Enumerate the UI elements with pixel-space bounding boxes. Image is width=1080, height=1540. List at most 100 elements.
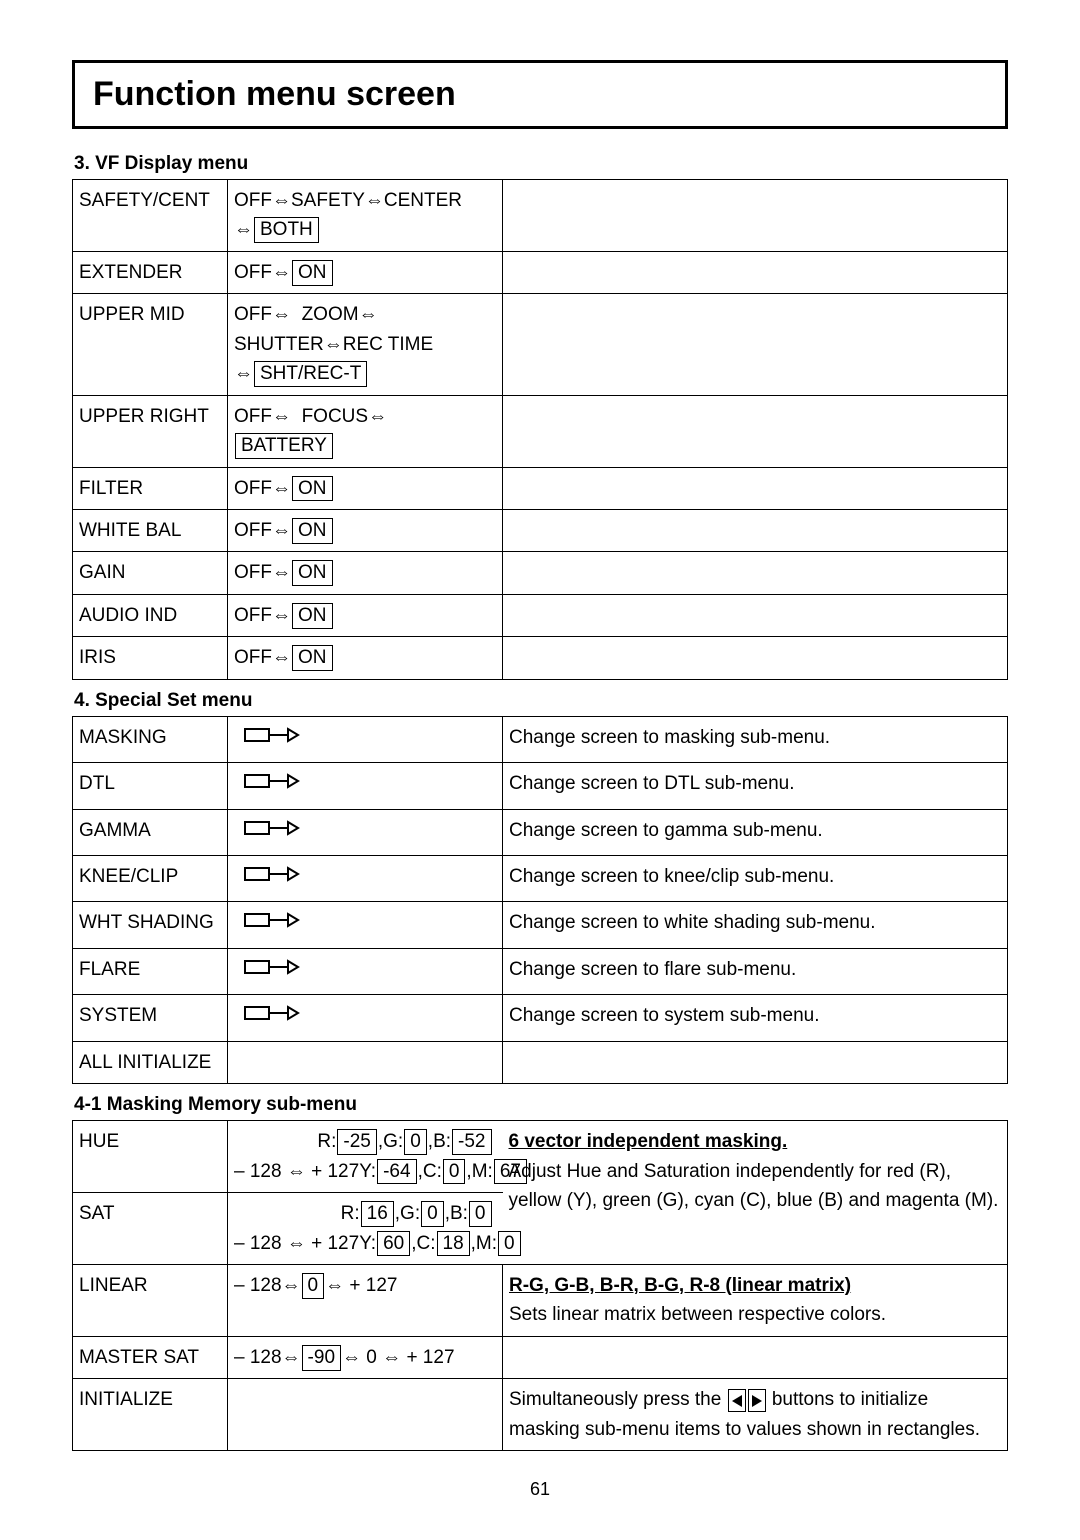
option-default: BATTERY <box>235 433 333 459</box>
row-options: OFF⇔ON <box>228 637 503 679</box>
section-heading-special: 4. Special Set menu <box>74 690 1008 712</box>
row-label: WHT SHADING <box>73 902 228 948</box>
row-label: HUE <box>73 1121 228 1193</box>
row-label: AUDIO IND <box>73 594 228 636</box>
table-row: UPPER MID OFF⇔ ZOOM⇔ SHUTTER⇔REC TIME ⇔S… <box>73 294 1008 395</box>
section-heading-masking: 4-1 Masking Memory sub-menu <box>74 1094 1008 1116</box>
option-default: ON <box>292 603 333 629</box>
submenu-arrow <box>228 995 503 1041</box>
option-default: ON <box>292 560 333 586</box>
row-options: OFF⇔SAFETY⇔CENTER ⇔BOTH <box>228 180 503 252</box>
row-options: OFF⇔ FOCUS⇔ BATTERY <box>228 395 503 467</box>
row-label: SAFETY/CENT <box>73 180 228 252</box>
option-default: BOTH <box>254 217 319 243</box>
option-default: ON <box>292 476 333 502</box>
option-default: SHT/REC-T <box>254 361 367 387</box>
table-row: AUDIO IND OFF⇔ON <box>73 594 1008 636</box>
row-options: OFF⇔ON <box>228 509 503 551</box>
submenu-arrow <box>228 809 503 855</box>
table-row: INITIALIZE Simultaneously press the butt… <box>73 1379 1008 1451</box>
table-row: SYSTEM Change screen to system sub-menu. <box>73 995 1008 1041</box>
row-label: SAT <box>73 1193 228 1265</box>
table-row: FILTER OFF⇔ON <box>73 467 1008 509</box>
table-row: UPPER RIGHT OFF⇔ FOCUS⇔ BATTERY <box>73 395 1008 467</box>
row-options: OFF⇔ON <box>228 251 503 293</box>
table-row: MASTER SAT – 128⇔-90⇔ 0 ⇔ + 127 <box>73 1336 1008 1378</box>
submenu-arrow <box>228 902 503 948</box>
row-values: R:-25,G:0,B:-52 – 128 ⇔ + 127 Y:-64,C:0,… <box>228 1121 503 1193</box>
table-row: MASKING Change screen to masking sub-men… <box>73 716 1008 762</box>
row-values: – 128⇔-90⇔ 0 ⇔ + 127 <box>228 1336 503 1378</box>
table-row: SAFETY/CENT OFF⇔SAFETY⇔CENTER ⇔BOTH <box>73 180 1008 252</box>
table-row: GAMMA Change screen to gamma sub-menu. <box>73 809 1008 855</box>
option-default: ON <box>292 518 333 544</box>
row-label: EXTENDER <box>73 251 228 293</box>
row-label: SYSTEM <box>73 995 228 1041</box>
row-label: MASKING <box>73 716 228 762</box>
row-label: IRIS <box>73 637 228 679</box>
row-label: LINEAR <box>73 1264 228 1336</box>
row-values: – 128⇔0⇔ + 127 <box>228 1264 503 1336</box>
option-default: ON <box>292 260 333 286</box>
row-label: FILTER <box>73 467 228 509</box>
row-options: OFF⇔ ZOOM⇔ SHUTTER⇔REC TIME ⇔SHT/REC-T <box>228 294 503 395</box>
special-set-table: MASKING Change screen to masking sub-men… <box>72 716 1008 1085</box>
title-box: Function menu screen <box>72 60 1008 129</box>
row-desc: 6 vector independent masking. Adjust Hue… <box>503 1121 1008 1265</box>
row-desc: Simultaneously press the buttons to init… <box>503 1379 1008 1451</box>
row-label: FLARE <box>73 948 228 994</box>
row-desc: Change screen to DTL sub-menu. <box>503 763 1008 809</box>
submenu-arrow-icon <box>244 957 300 977</box>
left-arrow-icon <box>728 1389 746 1412</box>
row-desc: Change screen to masking sub-menu. <box>503 716 1008 762</box>
row-values: R:16,G:0,B:0 – 128 ⇔ + 127 Y:60,C:18,M:0 <box>228 1193 503 1265</box>
row-label: GAIN <box>73 552 228 594</box>
row-label: MASTER SAT <box>73 1336 228 1378</box>
row-desc: Change screen to gamma sub-menu. <box>503 809 1008 855</box>
submenu-arrow <box>228 763 503 809</box>
submenu-arrow-icon <box>244 910 300 930</box>
right-arrow-icon <box>748 1389 766 1412</box>
table-row: WHT SHADING Change screen to white shadi… <box>73 902 1008 948</box>
row-options: OFF⇔ON <box>228 594 503 636</box>
row-desc: R-G, G-B, B-R, B-G, R-8 (linear matrix) … <box>503 1264 1008 1336</box>
submenu-arrow <box>228 856 503 902</box>
table-row: FLARE Change screen to flare sub-menu. <box>73 948 1008 994</box>
section-heading-vf: 3. VF Display menu <box>74 153 1008 175</box>
submenu-arrow <box>228 948 503 994</box>
table-row: DTL Change screen to DTL sub-menu. <box>73 763 1008 809</box>
row-desc: Change screen to flare sub-menu. <box>503 948 1008 994</box>
submenu-arrow-icon <box>244 1003 300 1023</box>
masking-memory-table: HUE R:-25,G:0,B:-52 – 128 ⇔ + 127 Y:-64,… <box>72 1120 1008 1451</box>
table-row: KNEE/CLIP Change screen to knee/clip sub… <box>73 856 1008 902</box>
submenu-arrow-icon <box>244 864 300 884</box>
row-options: OFF⇔ON <box>228 467 503 509</box>
submenu-arrow-icon <box>244 818 300 838</box>
table-row: ALL INITIALIZE <box>73 1041 1008 1083</box>
table-row: IRIS OFF⇔ON <box>73 637 1008 679</box>
option-default: ON <box>292 645 333 671</box>
row-desc: Change screen to white shading sub-menu. <box>503 902 1008 948</box>
table-row: HUE R:-25,G:0,B:-52 – 128 ⇔ + 127 Y:-64,… <box>73 1121 1008 1193</box>
submenu-arrow <box>228 716 503 762</box>
row-label: KNEE/CLIP <box>73 856 228 902</box>
row-label: GAMMA <box>73 809 228 855</box>
table-row: GAIN OFF⇔ON <box>73 552 1008 594</box>
row-desc <box>503 180 1008 252</box>
page-number: 61 <box>72 1479 1008 1500</box>
row-desc: Change screen to system sub-menu. <box>503 995 1008 1041</box>
row-label: DTL <box>73 763 228 809</box>
page-title: Function menu screen <box>93 75 987 114</box>
row-label: INITIALIZE <box>73 1379 228 1451</box>
row-desc: Change screen to knee/clip sub-menu. <box>503 856 1008 902</box>
row-label: ALL INITIALIZE <box>73 1041 228 1083</box>
row-label: WHITE BAL <box>73 509 228 551</box>
submenu-arrow-icon <box>244 725 300 745</box>
table-row: LINEAR – 128⇔0⇔ + 127 R-G, G-B, B-R, B-G… <box>73 1264 1008 1336</box>
table-row: WHITE BAL OFF⇔ON <box>73 509 1008 551</box>
row-options: OFF⇔ON <box>228 552 503 594</box>
row-label: UPPER MID <box>73 294 228 395</box>
submenu-arrow-icon <box>244 771 300 791</box>
row-label: UPPER RIGHT <box>73 395 228 467</box>
table-row: EXTENDER OFF⇔ON <box>73 251 1008 293</box>
